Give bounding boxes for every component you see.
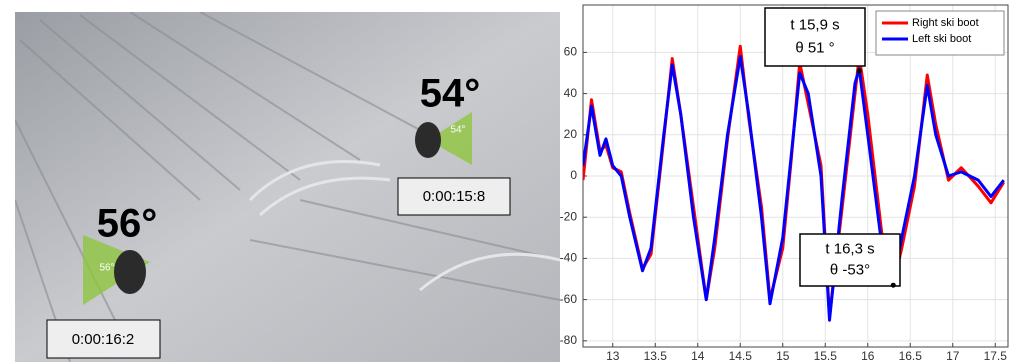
- y-tick-label: -60: [560, 292, 578, 306]
- ski-tracks: [248, 160, 560, 292]
- annotation-box: [799, 233, 901, 287]
- angle-label: 56°: [97, 202, 158, 246]
- x-tick-label: 17: [946, 349, 960, 362]
- plot-lines: [583, 44, 1006, 322]
- y-tick-label: 0: [570, 168, 577, 182]
- annotation-box: [764, 7, 866, 67]
- angle-label: 54°: [420, 72, 481, 116]
- skier: [415, 122, 441, 158]
- x-tick-label: 14.5: [729, 349, 753, 362]
- annotation-text: t 15,9 s: [790, 16, 839, 33]
- y-tick-label: 40: [564, 86, 578, 100]
- chart: -80 -60 -40 -20 0 20 40 60 13 13.5 14 14.5 15 15.5 16 1…: [560, 4, 1009, 362]
- angle-badge: 54°: [450, 125, 465, 136]
- angle-wedge: [428, 112, 472, 165]
- angle-badge: 56°: [99, 263, 114, 274]
- x-tick-label: 14: [691, 349, 705, 362]
- annotation-point: [856, 68, 862, 74]
- x-tick-label: 16: [861, 349, 875, 362]
- photo: 54° 54° 56° 56° 0:00:15:8 0:00:16:2: [15, 12, 560, 362]
- y-tick-label: -20: [560, 209, 578, 223]
- skier: [114, 250, 146, 294]
- time-box: [46, 319, 161, 359]
- x-tick-label: 13: [606, 349, 620, 362]
- y-tick-label: -80: [560, 333, 578, 347]
- x-tick-label: 16.5: [899, 349, 923, 362]
- series-line: [583, 55, 1005, 322]
- x-tick-label: 17.5: [984, 349, 1008, 362]
- annotation-point: [890, 282, 896, 288]
- x-tick-label: 15: [776, 349, 790, 362]
- legend-label: Left ski boot: [912, 33, 971, 45]
- annotation-text: t 16,3 s: [825, 240, 874, 257]
- annotation-text: θ 51 °: [795, 40, 834, 57]
- time-box: [397, 177, 511, 216]
- legend-label: Right ski boot: [912, 17, 979, 29]
- y-tick-label: 60: [564, 45, 578, 59]
- legend-box: [875, 10, 1005, 56]
- x-tick-label: 13.5: [644, 349, 668, 362]
- y-tick-label: -40: [560, 251, 578, 265]
- timestamp: 0:00:16:2: [72, 331, 135, 348]
- timestamp: 0:00:15:8: [423, 188, 486, 205]
- y-tick-label: 20: [564, 127, 578, 141]
- annotation-text: θ -53°: [830, 262, 870, 279]
- x-tick-label: 15.5: [814, 349, 838, 362]
